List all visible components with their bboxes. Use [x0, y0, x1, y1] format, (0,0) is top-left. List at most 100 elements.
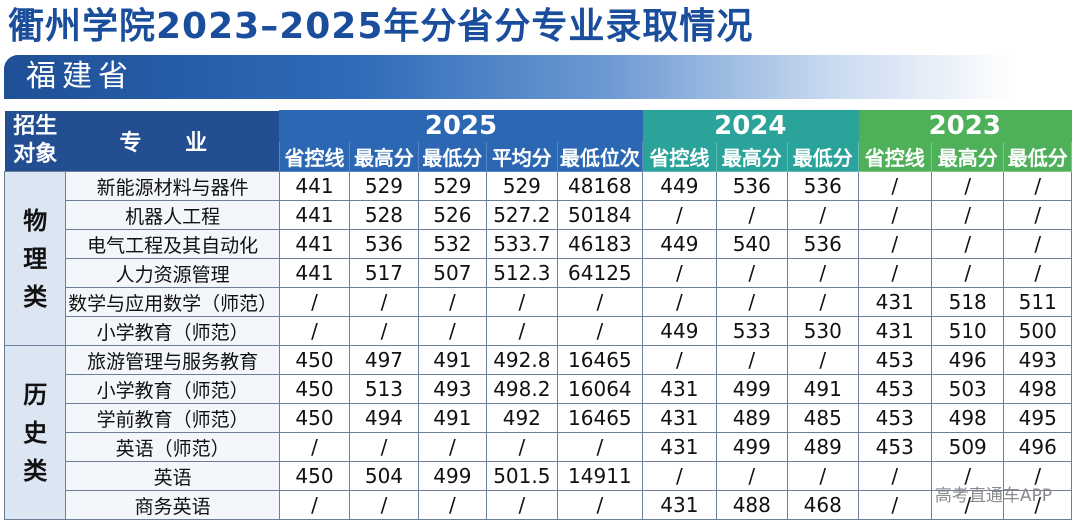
- data-cell: /: [349, 432, 419, 462]
- data-cell: /: [486, 287, 558, 317]
- category-cell: 物理类: [3, 171, 67, 346]
- page-title: 衢州学院2023–2025年分省分专业录取情况: [8, 6, 754, 47]
- major-cell: 小学教育（师范）: [65, 374, 280, 404]
- header-2025-col: 最高分: [349, 141, 419, 172]
- table-row: 物理类新能源材料与器件 441 529 529 529 48168 449 536 536// /: [3, 171, 1072, 346]
- data-cell: 468: [787, 490, 859, 520]
- data-cell: 500: [1003, 316, 1072, 346]
- data-cell: /: [1003, 229, 1072, 259]
- header-major: 专 业: [65, 110, 280, 172]
- data-cell: /: [857, 490, 932, 520]
- data-cell: 488: [715, 490, 789, 520]
- data-cell: 14911: [556, 461, 644, 491]
- data-cell: 431: [642, 432, 717, 462]
- data-cell: 518: [930, 287, 1005, 317]
- table-row: 人力资源管理 441 517 507 512.3 64125// / / / /: [5, 258, 1072, 288]
- data-cell: 449: [642, 316, 717, 346]
- data-cell: /: [715, 200, 789, 230]
- data-cell: 431: [642, 403, 717, 433]
- data-cell: 16465: [556, 345, 644, 375]
- data-cell: 489: [715, 403, 789, 433]
- data-cell: /: [349, 287, 419, 317]
- table-row: 数学与应用数学（师范） / / / / / / //431 518 511: [5, 287, 1072, 317]
- data-cell: 499: [715, 374, 789, 404]
- data-cell: 517: [349, 258, 419, 288]
- data-cell: /: [417, 287, 488, 317]
- data-cell: 453: [857, 432, 932, 462]
- data-cell: /: [556, 287, 644, 317]
- data-cell: /: [417, 316, 488, 346]
- header-category-line1: 招生: [13, 113, 58, 139]
- data-cell: /: [857, 258, 932, 288]
- data-cell: 498.2: [486, 374, 558, 404]
- major-cell: 英语: [65, 461, 280, 491]
- data-cell: /: [642, 287, 717, 317]
- data-cell: 453: [857, 403, 932, 433]
- data-cell: 527.2: [486, 200, 558, 230]
- data-cell: /: [715, 461, 789, 491]
- data-cell: 530: [787, 316, 859, 346]
- data-cell: 509: [930, 432, 1005, 462]
- data-cell: 450: [278, 345, 351, 375]
- data-cell: 532: [417, 229, 488, 259]
- category-char: 理: [23, 244, 48, 273]
- data-cell: /: [642, 345, 717, 375]
- data-cell: /: [278, 432, 351, 462]
- data-cell: 450: [278, 403, 351, 433]
- data-cell: 48168: [556, 171, 644, 201]
- data-cell: 492.8: [486, 345, 558, 375]
- data-cell: /: [930, 258, 1005, 288]
- table-row: 英语（师范） / / / //431 499 489 453 509 496: [5, 432, 1072, 462]
- data-cell: /: [486, 432, 558, 462]
- data-cell: 526: [417, 200, 488, 230]
- data-cell: 513: [349, 374, 419, 404]
- major-cell: 学前教育（师范）: [65, 403, 280, 433]
- data-cell: 528: [349, 200, 419, 230]
- data-cell: /: [278, 490, 351, 520]
- data-cell: /: [556, 432, 644, 462]
- data-cell: /: [930, 490, 1005, 520]
- data-cell: 441: [278, 171, 351, 201]
- province-label: 福建省: [26, 59, 134, 94]
- data-cell: /: [787, 287, 859, 317]
- data-cell: 496: [1003, 432, 1072, 462]
- table-row: 商务英语 / / / //431 488 468// /: [5, 490, 1072, 520]
- major-cell: 数学与应用数学（师范）: [65, 287, 280, 317]
- data-cell: 498: [1003, 374, 1072, 404]
- data-cell: 450: [278, 461, 351, 491]
- data-cell: /: [349, 490, 419, 520]
- data-cell: 510: [930, 316, 1005, 346]
- data-cell: 497: [349, 345, 419, 375]
- data-cell: 453: [857, 374, 932, 404]
- data-cell: 533: [715, 316, 789, 346]
- data-cell: 46183: [556, 229, 644, 259]
- data-cell: 431: [642, 490, 717, 520]
- data-cell: /: [642, 200, 717, 230]
- major-cell: 机器人工程: [65, 200, 280, 230]
- data-cell: 533.7: [486, 229, 558, 259]
- data-cell: /: [1003, 171, 1072, 201]
- data-cell: 540: [715, 229, 789, 259]
- data-cell: 441: [278, 258, 351, 288]
- data-cell: 536: [715, 171, 789, 201]
- data-cell: /: [278, 316, 351, 346]
- category-char: 历: [23, 380, 48, 409]
- data-cell: /: [349, 316, 419, 346]
- data-cell: /: [642, 461, 717, 491]
- data-cell: /: [787, 461, 859, 491]
- major-cell: 小学教育（师范）: [65, 316, 280, 346]
- data-cell: 64125: [556, 258, 644, 288]
- data-cell: 453: [857, 345, 932, 375]
- data-cell: 449: [642, 229, 717, 259]
- table-row: 学前教育（师范） 450 494 491 492 16465 431 489 485 453 498…: [5, 403, 1072, 433]
- data-cell: /: [787, 345, 859, 375]
- data-cell: 431: [857, 316, 932, 346]
- data-cell: /: [857, 461, 932, 491]
- data-cell: /: [486, 490, 558, 520]
- data-cell: 492: [486, 403, 558, 433]
- data-cell: 529: [486, 171, 558, 201]
- data-cell: 507: [417, 258, 488, 288]
- data-cell: 449: [642, 171, 717, 201]
- data-cell: 529: [349, 171, 419, 201]
- data-cell: 491: [417, 403, 488, 433]
